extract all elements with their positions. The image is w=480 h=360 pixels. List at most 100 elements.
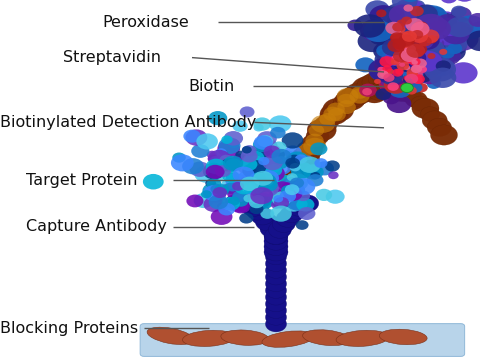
Circle shape [391,33,400,40]
Circle shape [255,213,278,231]
Circle shape [422,45,437,57]
Circle shape [413,4,440,25]
Circle shape [264,145,280,158]
Circle shape [447,43,462,54]
Circle shape [399,62,405,67]
Circle shape [194,166,217,183]
Circle shape [348,19,363,31]
Circle shape [308,125,324,136]
Circle shape [401,83,413,93]
Circle shape [333,93,360,112]
Circle shape [215,148,227,157]
Circle shape [384,76,408,94]
Circle shape [391,52,404,61]
Circle shape [413,37,438,55]
Circle shape [371,65,387,77]
Circle shape [286,174,309,190]
Circle shape [217,202,228,210]
Circle shape [210,171,225,183]
Circle shape [427,7,445,20]
Circle shape [217,140,240,157]
Circle shape [357,75,385,96]
Circle shape [345,83,373,104]
Circle shape [393,50,410,63]
Circle shape [376,80,401,99]
Circle shape [396,61,409,70]
Circle shape [274,197,289,208]
Circle shape [286,166,308,182]
Circle shape [206,165,225,179]
Circle shape [234,180,254,195]
Circle shape [412,74,425,84]
Circle shape [315,161,334,175]
Circle shape [229,178,242,188]
Circle shape [231,177,242,186]
Circle shape [224,131,243,145]
Ellipse shape [302,330,350,346]
Circle shape [206,159,227,174]
Circle shape [408,64,428,79]
Circle shape [406,44,425,58]
Circle shape [284,198,303,212]
Circle shape [383,65,392,72]
Circle shape [437,14,457,29]
Circle shape [244,185,257,195]
Circle shape [254,169,272,182]
Circle shape [402,13,421,28]
Circle shape [417,5,447,28]
Circle shape [265,256,287,271]
Circle shape [265,316,287,332]
Circle shape [307,119,336,141]
Circle shape [417,66,437,81]
Circle shape [428,37,444,49]
Circle shape [392,69,403,77]
Circle shape [238,197,261,214]
Circle shape [373,42,397,60]
Circle shape [271,201,282,209]
Circle shape [408,47,430,63]
Circle shape [253,138,272,152]
Circle shape [303,156,312,163]
Circle shape [272,190,291,204]
Circle shape [249,179,269,193]
Circle shape [359,84,377,97]
Circle shape [399,49,415,61]
Circle shape [276,210,299,227]
Circle shape [390,59,399,65]
Circle shape [196,133,218,149]
Circle shape [446,27,479,51]
Circle shape [431,125,457,145]
Circle shape [272,181,292,196]
Circle shape [362,84,387,103]
Circle shape [214,184,229,195]
Circle shape [415,83,428,93]
Circle shape [208,150,230,167]
Circle shape [258,139,277,153]
Circle shape [432,12,453,28]
Circle shape [405,68,423,82]
Circle shape [265,262,287,278]
Circle shape [405,54,425,68]
Circle shape [385,61,408,78]
Circle shape [417,58,434,71]
Circle shape [400,30,427,50]
Circle shape [470,21,480,37]
Circle shape [387,13,404,26]
Circle shape [404,76,410,80]
Circle shape [264,232,288,250]
Circle shape [233,154,244,162]
Circle shape [394,73,416,90]
Circle shape [228,197,240,206]
Circle shape [401,32,416,43]
Circle shape [414,28,425,36]
Circle shape [374,56,399,74]
Circle shape [385,22,402,34]
Circle shape [404,45,423,59]
Circle shape [401,56,414,66]
Circle shape [375,28,404,49]
Circle shape [296,220,309,230]
Circle shape [314,116,337,133]
Circle shape [259,178,278,192]
Circle shape [403,42,423,56]
Circle shape [291,147,320,169]
